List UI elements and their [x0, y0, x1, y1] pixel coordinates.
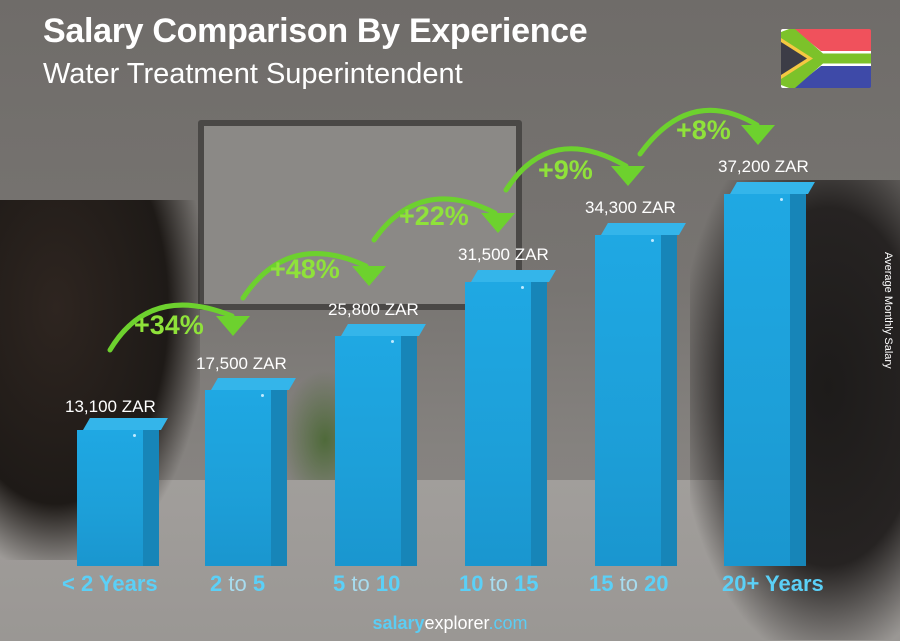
x-label-10-to-15: 10 to 15 [459, 571, 539, 596]
increase-label-4: +9% [538, 155, 593, 185]
value-label-bar-6: 37,200 ZAR [718, 157, 809, 176]
background-screen [198, 120, 522, 310]
bar-lt-2-years [77, 418, 168, 566]
bar-5-to-10 [335, 324, 426, 566]
x-label-5-to-10: 5 to 10 [333, 571, 401, 596]
south-africa-flag-icon [781, 29, 871, 88]
chart-title: Salary Comparison By Experience [43, 12, 588, 50]
increase-label-5: +8% [676, 115, 731, 145]
value-label-bar-1: 13,100 ZAR [65, 397, 156, 416]
arrow-icon [107, 302, 235, 353]
brand-bold: salary [372, 613, 425, 633]
brand-tld: .com [488, 613, 528, 633]
bar-2-to-5 [205, 378, 296, 566]
increase-label-3: +22% [399, 201, 469, 231]
bar-20-plus-years [724, 182, 815, 566]
bar-15-to-20 [595, 223, 686, 566]
chart-subtitle: Water Treatment Superintendent [43, 58, 463, 90]
increase-label-1: +34% [134, 310, 204, 340]
bar-10-to-15 [465, 270, 556, 566]
x-label-2-to-5: 2 to 5 [210, 571, 266, 596]
x-label-lt-2-years: < 2 Years [62, 571, 158, 596]
value-label-bar-3: 25,800 ZAR [328, 300, 419, 319]
footer-brand-link[interactable]: salaryexplorer.com [0, 613, 900, 634]
x-label-15-to-20: 15 to 20 [589, 571, 669, 596]
increase-label-2: +48% [270, 254, 340, 284]
value-label-bar-2: 17,500 ZAR [196, 354, 287, 373]
value-label-bar-5: 34,300 ZAR [585, 198, 676, 217]
x-label-20-plus-years: 20+ Years [722, 571, 824, 596]
value-label-bar-4: 31,500 ZAR [458, 245, 549, 264]
brand-regular: explorer [424, 613, 489, 633]
